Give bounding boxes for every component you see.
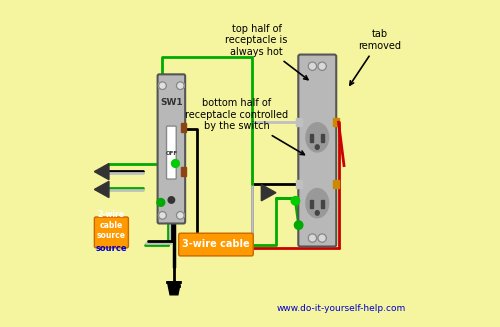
Circle shape [158, 82, 166, 90]
Bar [332, 118, 338, 126]
Circle shape [308, 234, 316, 242]
Text: bottom half of
receptacle controlled
by the switch: bottom half of receptacle controlled by … [186, 98, 304, 155]
FancyBboxPatch shape [298, 55, 336, 247]
Text: SW1: SW1 [160, 98, 182, 107]
Bar [310, 200, 314, 208]
Circle shape [291, 197, 300, 205]
Ellipse shape [306, 189, 328, 218]
Circle shape [172, 160, 179, 167]
Bar [181, 166, 186, 176]
Ellipse shape [316, 211, 319, 215]
Bar [296, 118, 302, 126]
Circle shape [176, 82, 184, 90]
Circle shape [176, 212, 184, 219]
Text: tab
removed: tab removed [350, 29, 401, 85]
Text: www.do-it-yourself-help.com: www.do-it-yourself-help.com [276, 304, 406, 313]
Bar [332, 180, 338, 188]
Text: 2-wire
cable
source: 2-wire cable source [96, 210, 126, 240]
Ellipse shape [316, 145, 319, 149]
Polygon shape [94, 164, 109, 180]
Circle shape [158, 212, 166, 219]
FancyBboxPatch shape [178, 233, 253, 256]
Bar [310, 134, 314, 142]
Polygon shape [168, 282, 180, 295]
Bar [181, 123, 186, 132]
Polygon shape [94, 181, 109, 198]
Text: source: source [96, 244, 127, 253]
Text: top half of
receptacle is
always hot: top half of receptacle is always hot [226, 24, 308, 80]
Circle shape [168, 197, 174, 203]
Circle shape [308, 62, 316, 70]
Polygon shape [262, 184, 276, 201]
Bar [321, 200, 324, 208]
Circle shape [157, 198, 164, 206]
Bar [296, 180, 302, 188]
Circle shape [318, 234, 326, 242]
Text: OFF: OFF [166, 151, 177, 156]
Bar [321, 134, 324, 142]
FancyBboxPatch shape [166, 126, 176, 179]
FancyBboxPatch shape [158, 74, 185, 223]
Circle shape [318, 62, 326, 70]
Ellipse shape [306, 123, 328, 152]
Text: 3-wire cable: 3-wire cable [182, 239, 250, 249]
Circle shape [294, 221, 303, 229]
FancyBboxPatch shape [94, 217, 128, 248]
